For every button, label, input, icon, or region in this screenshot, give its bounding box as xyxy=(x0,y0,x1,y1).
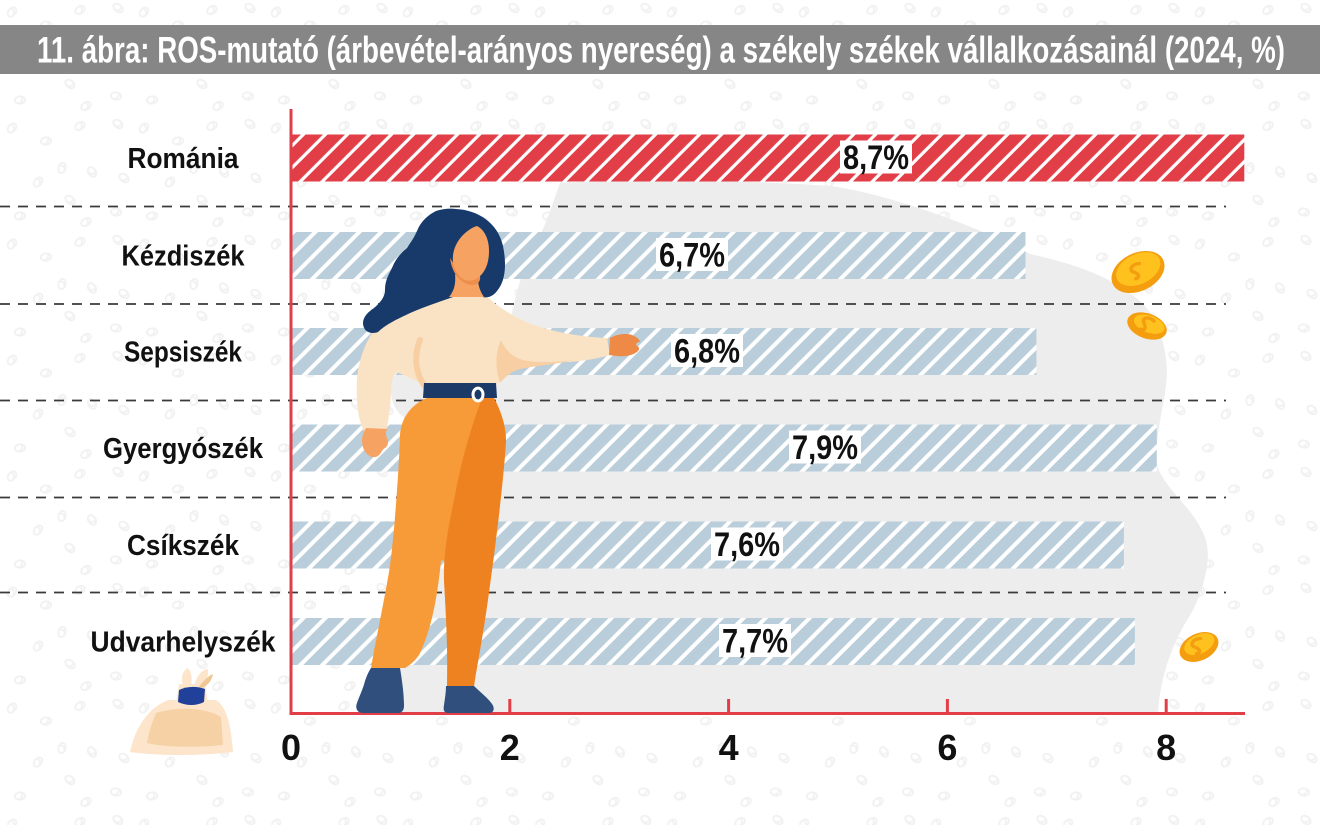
svg-text:2: 2 xyxy=(500,727,520,768)
svg-text:7,9%: 7,9% xyxy=(792,429,858,467)
svg-text:Udvarhelyszék: Udvarhelyszék xyxy=(91,627,277,659)
svg-text:7,6%: 7,6% xyxy=(714,526,780,564)
svg-text:7,7%: 7,7% xyxy=(722,623,788,661)
svg-text:8: 8 xyxy=(1156,727,1176,768)
svg-text:4: 4 xyxy=(719,727,739,768)
svg-text:6,7%: 6,7% xyxy=(659,237,725,275)
svg-text:Kézdiszék: Kézdiszék xyxy=(122,241,246,273)
svg-text:Gyergyószék: Gyergyószék xyxy=(103,433,264,465)
svg-text:Románia: Románia xyxy=(128,143,240,175)
svg-text:8,7%: 8,7% xyxy=(843,139,909,177)
svg-text:Sepsiszék: Sepsiszék xyxy=(124,337,243,369)
svg-text:0: 0 xyxy=(281,727,301,768)
svg-text:6,8%: 6,8% xyxy=(674,333,740,371)
svg-text:6: 6 xyxy=(937,727,957,768)
svg-text:11. ábra: ROS-mutató (árbevéte: 11. ábra: ROS-mutató (árbevétel-arányos … xyxy=(37,30,1285,71)
svg-text:Csíkszék: Csíkszék xyxy=(127,530,240,562)
